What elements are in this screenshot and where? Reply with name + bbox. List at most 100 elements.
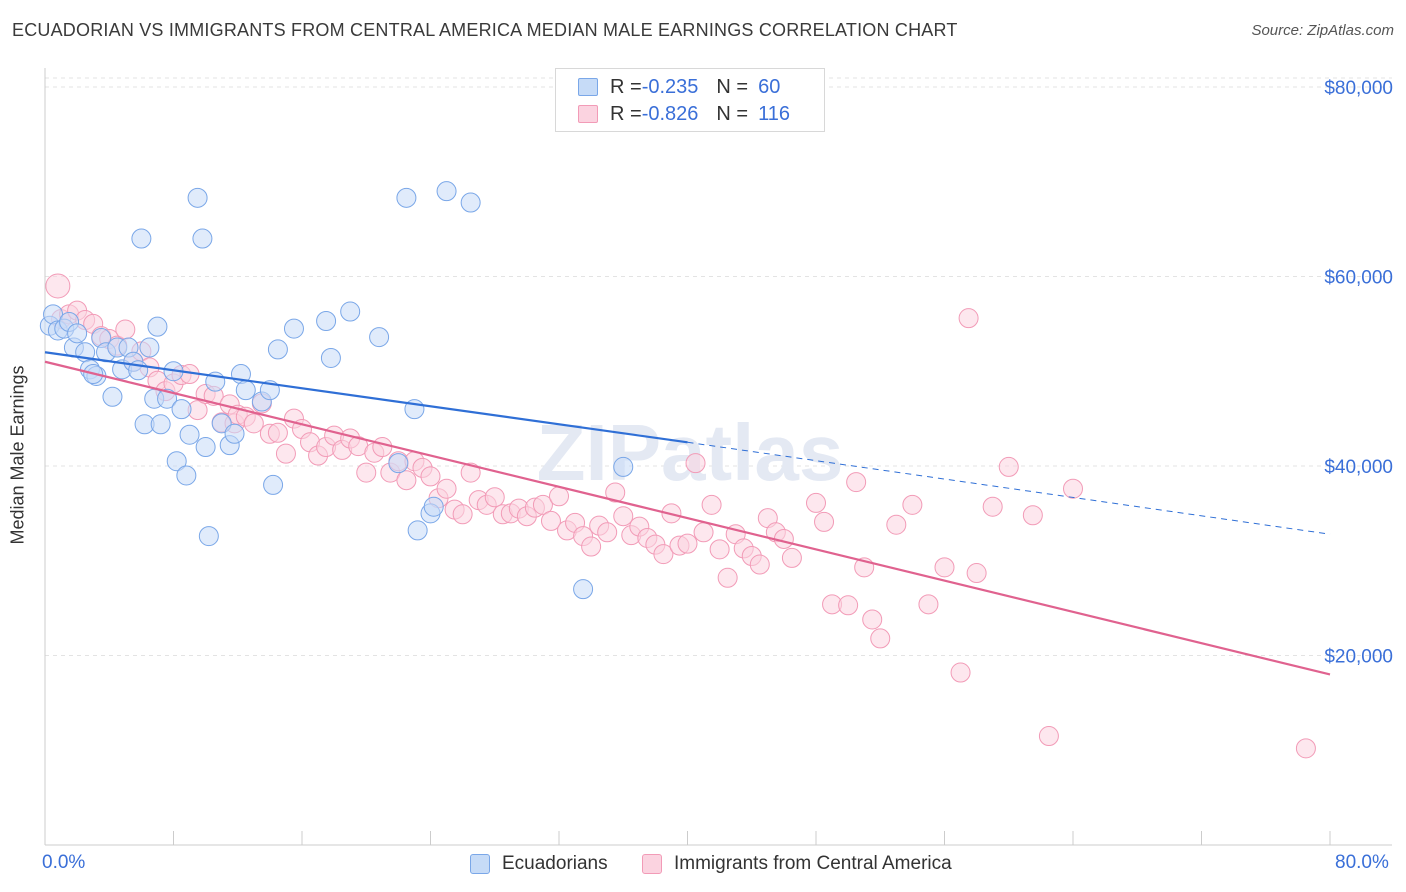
point-immigrants [902, 494, 923, 515]
bottom-legend-label: Ecuadorians [502, 853, 608, 874]
point-immigrants [581, 536, 602, 557]
point-immigrants [870, 628, 891, 649]
point-immigrants [1022, 505, 1043, 526]
y-tick-label: $80,000 [1324, 78, 1393, 99]
point-immigrants [532, 494, 553, 515]
point-ecuadorians [192, 228, 213, 249]
bottom-legend-swatch-blue [470, 854, 490, 874]
point-immigrants [862, 609, 883, 630]
point-immigrants [838, 595, 859, 616]
watermark: ZIPatlas [537, 408, 844, 497]
point-immigrants [356, 462, 377, 483]
point-ecuadorians [195, 437, 216, 458]
legend-r-value: -0.235 [641, 75, 699, 98]
point-immigrants [814, 511, 835, 532]
y-tick-label: $40,000 [1324, 457, 1393, 478]
chart-title: ECUADORIAN VS IMMIGRANTS FROM CENTRAL AM… [12, 20, 958, 40]
point-ecuadorians [388, 453, 409, 474]
y-tick-label: $20,000 [1324, 646, 1393, 667]
point-immigrants [1038, 726, 1059, 747]
trend-line-immigrants [44, 360, 1331, 676]
point-immigrants [846, 472, 867, 493]
stats-legend: R = -0.235 N = 60 R = -0.826 N = 116 [555, 68, 825, 132]
point-ecuadorians [340, 301, 361, 322]
point-immigrants [549, 486, 569, 507]
trend-line-ecuadorians-extension [687, 441, 1331, 535]
legend-r-label: R = [610, 75, 642, 98]
y-tick-label: $60,000 [1324, 267, 1393, 288]
point-immigrants [452, 504, 473, 525]
legend-swatch-blue [578, 78, 598, 96]
point-immigrants [966, 563, 987, 584]
legend-row-ecuadorians: R = -0.235 N = 60 [578, 75, 780, 99]
point-immigrants [749, 554, 770, 575]
point-immigrants [597, 522, 618, 543]
point-immigrants [275, 443, 296, 464]
y-axis-label: Median Male Earnings [7, 365, 28, 545]
point-ecuadorians [283, 318, 304, 339]
point-ecuadorians [316, 310, 337, 331]
point-immigrants [982, 496, 1003, 517]
point-immigrants [934, 557, 955, 578]
point-immigrants [653, 544, 674, 565]
legend-r-label: R = [610, 102, 642, 125]
point-immigrants [950, 662, 971, 683]
point-ecuadorians [320, 347, 341, 368]
point-ecuadorians [67, 323, 88, 344]
point-immigrants [1063, 478, 1083, 499]
point-ecuadorians [187, 187, 208, 208]
bottom-legend: Ecuadorians Immigrants from Central Amer… [0, 851, 1406, 879]
point-ecuadorians [573, 579, 594, 600]
point-ecuadorians [198, 526, 219, 547]
point-ecuadorians [369, 327, 390, 348]
point-immigrants [243, 413, 264, 434]
trend-line-ecuadorians [44, 351, 688, 444]
x-tick-label-max: 80.0% [1335, 852, 1389, 873]
legend-r-value: -0.826 [641, 102, 699, 125]
bottom-legend-ecuadorians[interactable]: Ecuadorians [470, 853, 608, 875]
point-immigrants [396, 470, 417, 491]
x-tick-label-min: 0.0% [42, 852, 86, 873]
point-immigrants [613, 506, 634, 527]
point-immigrants [267, 422, 288, 443]
point-immigrants [958, 308, 979, 329]
point-immigrants [918, 594, 939, 615]
point-immigrants [420, 466, 441, 487]
point-ecuadorians [407, 520, 428, 541]
point-ecuadorians [157, 388, 178, 409]
bottom-legend-label: Immigrants from Central America [674, 853, 952, 874]
point-ecuadorians [171, 399, 192, 420]
point-ecuadorians [150, 414, 171, 435]
point-ecuadorians [102, 386, 123, 407]
bottom-legend-immigrants[interactable]: Immigrants from Central America [642, 853, 952, 875]
point-ecuadorians [613, 456, 634, 477]
point-ecuadorians [436, 181, 457, 202]
point-immigrants [693, 522, 714, 543]
point-immigrants [701, 494, 722, 515]
point-immigrants [998, 456, 1019, 477]
point-immigrants [605, 482, 626, 503]
point-immigrants [685, 453, 706, 474]
point-ecuadorians [179, 424, 200, 445]
point-ecuadorians [131, 228, 152, 249]
trend-lines [44, 351, 1331, 676]
point-immigrants [484, 487, 505, 508]
point-ecuadorians [396, 187, 417, 208]
bottom-legend-swatch-pink [642, 854, 662, 874]
legend-swatch-pink [578, 105, 598, 123]
point-ecuadorians [166, 451, 187, 472]
point-immigrants [806, 492, 826, 513]
point-immigrants [436, 478, 457, 499]
series-ecuadorians [39, 181, 634, 600]
legend-n-value: 116 [758, 102, 790, 125]
axes [44, 68, 1392, 846]
legend-n-value: 60 [758, 75, 781, 98]
point-immigrants [372, 437, 393, 458]
point-immigrants [709, 539, 730, 560]
point-ecuadorians [460, 192, 481, 213]
legend-n-label: N = [716, 75, 749, 98]
point-ecuadorians [235, 380, 256, 401]
y-tick-labels: $20,000 $40,000 $60,000 $80,000 [1324, 78, 1393, 668]
point-immigrants [781, 547, 802, 568]
